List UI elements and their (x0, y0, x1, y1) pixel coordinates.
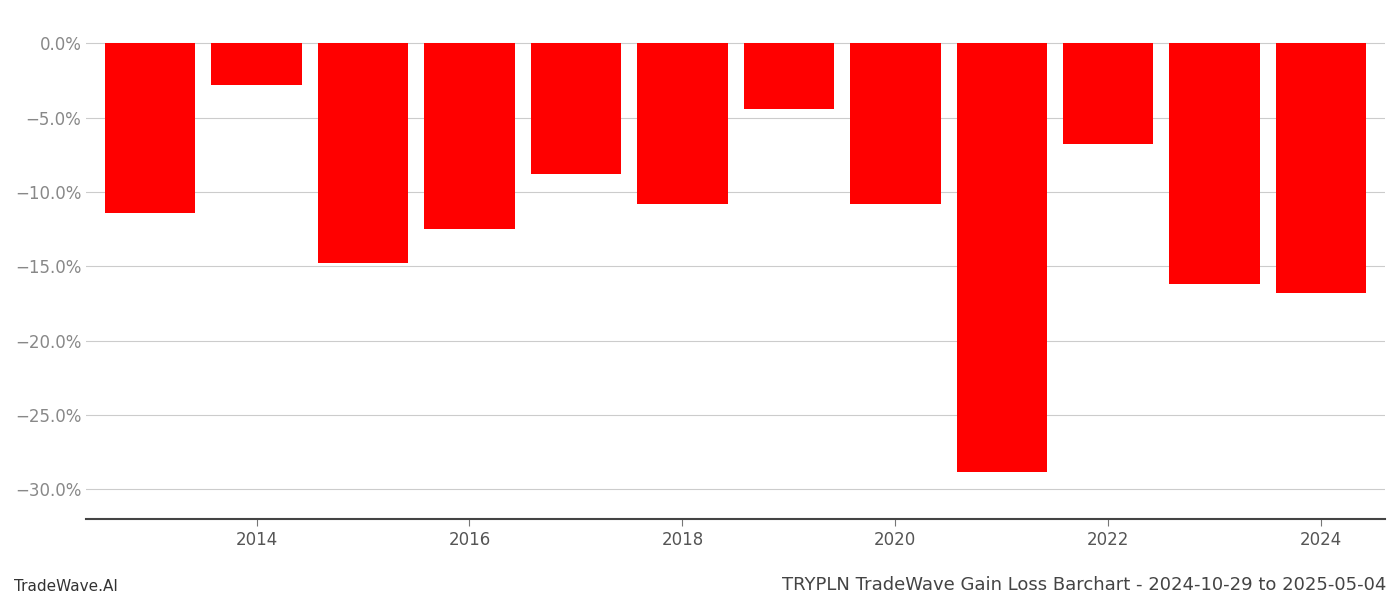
Text: TRYPLN TradeWave Gain Loss Barchart - 2024-10-29 to 2025-05-04: TRYPLN TradeWave Gain Loss Barchart - 20… (781, 576, 1386, 594)
Bar (211, 43, 302, 85)
Bar (956, 43, 1047, 472)
Bar (1169, 43, 1260, 284)
Bar (743, 43, 834, 109)
Text: TradeWave.AI: TradeWave.AI (14, 579, 118, 594)
Bar (1063, 43, 1154, 145)
Bar (424, 43, 515, 229)
Bar (531, 43, 622, 174)
Bar (850, 43, 941, 204)
Bar (105, 43, 196, 213)
Bar (1275, 43, 1366, 293)
Bar (637, 43, 728, 204)
Bar (318, 43, 409, 263)
